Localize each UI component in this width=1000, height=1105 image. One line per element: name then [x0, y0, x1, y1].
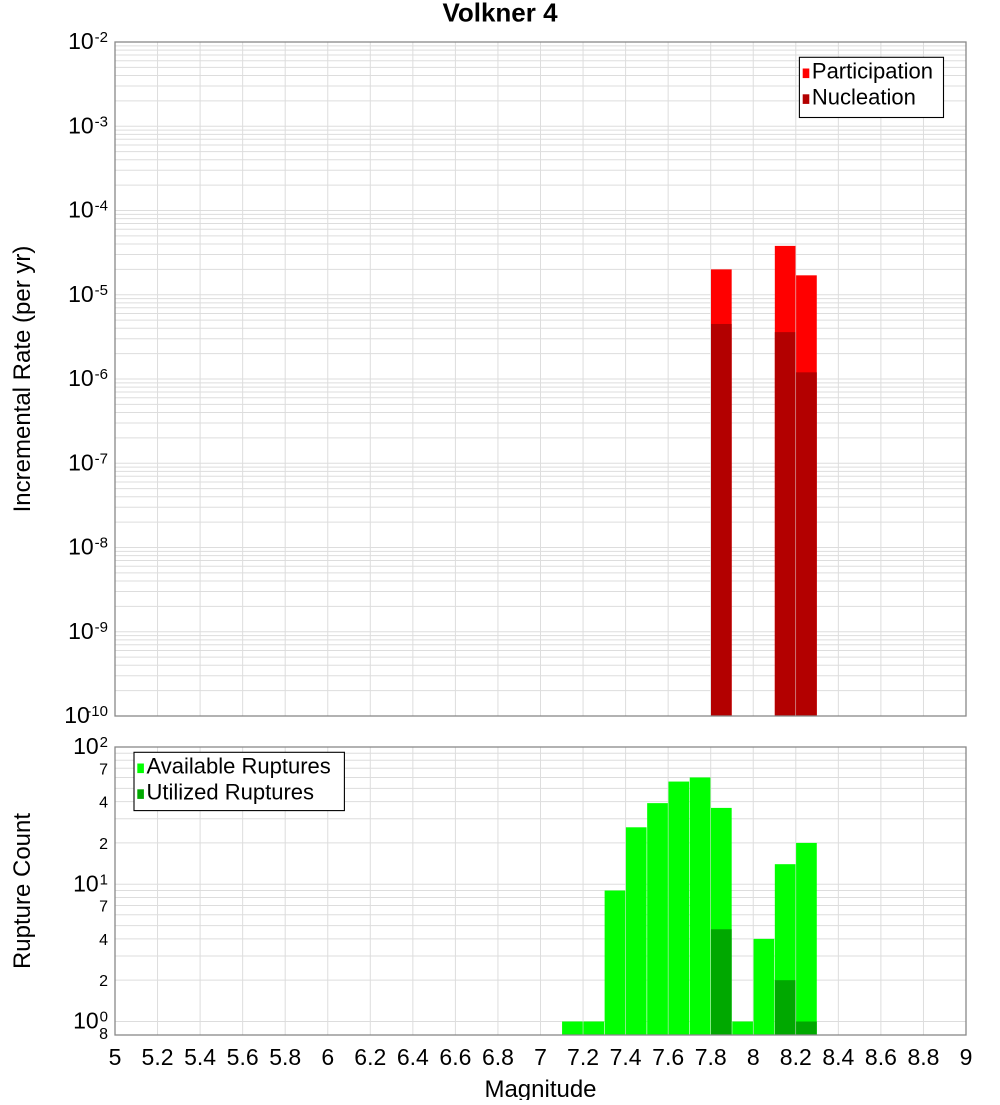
svg-text:7: 7 [99, 899, 108, 916]
svg-text:Participation: Participation [812, 59, 933, 84]
svg-text:8.4: 8.4 [822, 1044, 854, 1070]
svg-text:6.6: 6.6 [439, 1044, 471, 1070]
svg-text:7.2: 7.2 [567, 1044, 599, 1070]
svg-text:2: 2 [99, 836, 108, 853]
svg-text:6.4: 6.4 [397, 1044, 429, 1070]
svg-text:8.6: 8.6 [865, 1044, 897, 1070]
svg-text:5.6: 5.6 [227, 1044, 259, 1070]
svg-text:Utilized Ruptures: Utilized Ruptures [147, 779, 315, 804]
svg-text:7: 7 [534, 1044, 547, 1070]
svg-text:4: 4 [99, 932, 108, 949]
svg-text:7.4: 7.4 [610, 1044, 642, 1070]
svg-text:8.2: 8.2 [780, 1044, 812, 1070]
svg-text:9: 9 [960, 1044, 973, 1070]
svg-text:5: 5 [109, 1044, 122, 1070]
svg-text:2: 2 [99, 973, 108, 990]
svg-text:7.6: 7.6 [652, 1044, 684, 1070]
svg-text:6: 6 [321, 1044, 334, 1070]
svg-text:8: 8 [99, 1026, 108, 1043]
svg-text:7: 7 [99, 761, 108, 778]
svg-text:Magnitude: Magnitude [484, 1076, 596, 1100]
svg-text:7.8: 7.8 [695, 1044, 727, 1070]
svg-text:5.2: 5.2 [142, 1044, 174, 1070]
svg-text:Available Ruptures: Available Ruptures [147, 754, 331, 779]
svg-text:5.8: 5.8 [269, 1044, 301, 1070]
svg-text:Incremental Rate (per yr): Incremental Rate (per yr) [9, 246, 36, 513]
svg-text:6.8: 6.8 [482, 1044, 514, 1070]
svg-text:Volkner 4: Volkner 4 [442, 0, 558, 28]
svg-text:Nucleation: Nucleation [812, 84, 916, 109]
svg-text:5.4: 5.4 [184, 1044, 216, 1070]
svg-text:6.2: 6.2 [354, 1044, 386, 1070]
svg-text:Rupture Count: Rupture Count [9, 813, 36, 969]
svg-text:8: 8 [747, 1044, 760, 1070]
svg-text:4: 4 [99, 795, 108, 812]
svg-text:8.8: 8.8 [907, 1044, 939, 1070]
